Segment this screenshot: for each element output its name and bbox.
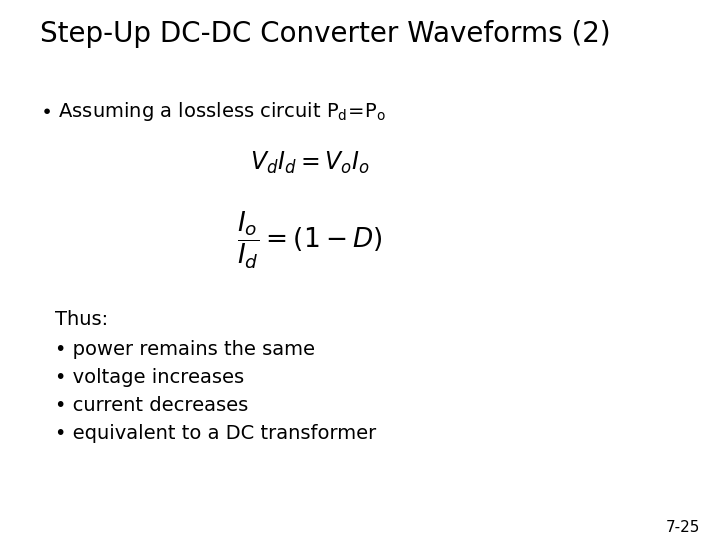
Text: $\dfrac{I_o}{I_d} = (1-D)$: $\dfrac{I_o}{I_d} = (1-D)$ — [237, 210, 383, 271]
Text: $V_d I_d = V_o I_o$: $V_d I_d = V_o I_o$ — [250, 150, 370, 176]
Text: • power remains the same: • power remains the same — [55, 340, 315, 359]
Text: $\bullet$ Assuming a lossless circuit $\mathsf{P}_\mathsf{d}\!\mathsf{=}\!\maths: $\bullet$ Assuming a lossless circuit $\… — [40, 100, 387, 123]
Text: Step-Up DC-DC Converter Waveforms (2): Step-Up DC-DC Converter Waveforms (2) — [40, 20, 611, 48]
Text: • equivalent to a DC transformer: • equivalent to a DC transformer — [55, 424, 377, 443]
Text: 7-25: 7-25 — [665, 520, 700, 535]
Text: Thus:: Thus: — [55, 310, 108, 329]
Text: • current decreases: • current decreases — [55, 396, 248, 415]
Text: • voltage increases: • voltage increases — [55, 368, 244, 387]
